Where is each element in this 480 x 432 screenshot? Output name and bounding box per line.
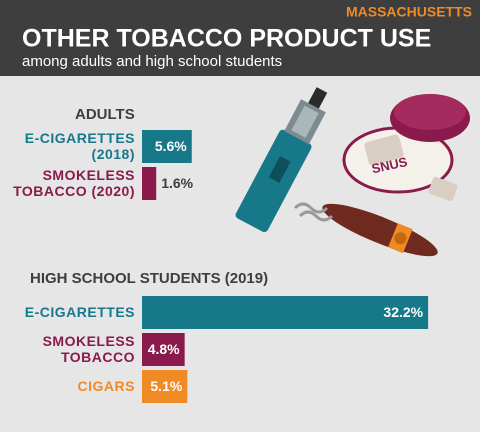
category-label: SMOKELESS (43, 333, 135, 349)
category-label: (2018) (92, 146, 135, 162)
state-label: MASSACHUSETTS (346, 4, 472, 20)
subtitle: among adults and high school students (22, 53, 282, 70)
category-label: E-CIGARETTES (25, 130, 135, 146)
bar (142, 333, 185, 366)
title: OTHER TOBACCO PRODUCT USE (22, 25, 431, 53)
bar (142, 130, 192, 163)
value-label: 4.8% (148, 341, 180, 357)
value-label: 5.1% (150, 378, 182, 394)
bar (142, 296, 429, 329)
value-label: 32.2% (383, 304, 423, 320)
category-label: TOBACCO (61, 349, 135, 365)
header-band (0, 0, 480, 76)
category-label: CIGARS (78, 378, 135, 394)
value-label: 1.6% (161, 175, 193, 191)
snus-text: SNUS (370, 154, 409, 176)
section-title: HIGH SCHOOL STUDENTS (2019) (30, 270, 268, 287)
bar (142, 167, 157, 200)
illustration: SNUS (235, 87, 470, 257)
category-label: E-CIGARETTES (25, 304, 135, 320)
category-label: SMOKELESS (43, 167, 135, 183)
bar (142, 370, 188, 403)
value-label: 5.6% (155, 138, 187, 154)
section-title: ADULTS (75, 106, 135, 123)
category-label: TOBACCO (2020) (13, 183, 135, 199)
